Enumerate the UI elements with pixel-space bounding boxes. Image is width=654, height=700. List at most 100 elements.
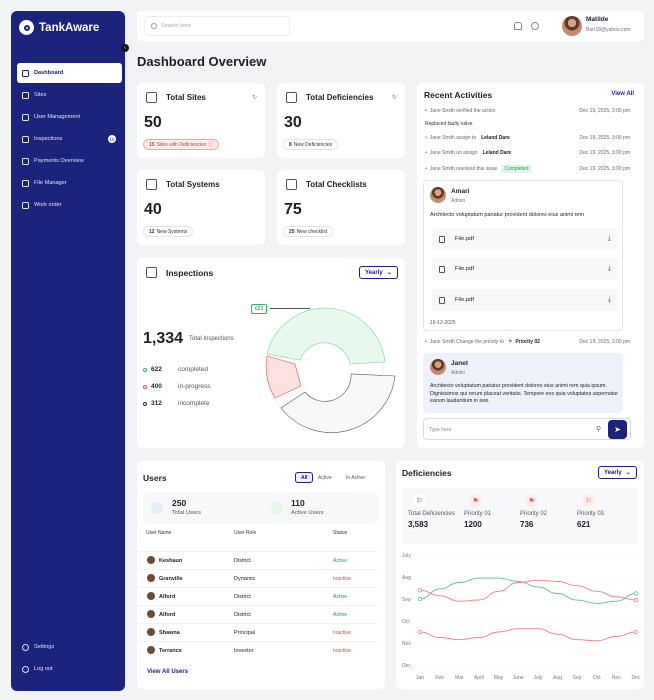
sidebar-item-logout[interactable]: Log out (17, 659, 122, 679)
stat-pill: 15 Sites with Deficiencies ⓘ (143, 139, 220, 150)
inspections-period-select[interactable]: Yearly ⌄ (359, 266, 398, 279)
stat-pill: 12 New Systems (143, 226, 194, 237)
series-line-3 (419, 628, 637, 642)
download-icon: ⤓ (607, 296, 611, 303)
bell-icon[interactable] (514, 22, 522, 30)
donut-segment-completed[interactable] (266, 307, 386, 365)
recent-activities-card: Recent Activities View All • Jane Smith … (417, 83, 644, 448)
activities-view-all[interactable]: View All (611, 91, 634, 97)
file-icon (439, 296, 445, 304)
sidebar-item-payments-overview[interactable]: Payments Overview (17, 151, 122, 171)
y-tick-label: Sep (402, 597, 411, 603)
x-tick-label: Sep (573, 675, 582, 681)
message-card-amari: Amari Admin Architecto voluptatum pariat… (423, 180, 623, 331)
activity-item: • Jane Smith verified the action Dec 19, … (425, 108, 630, 114)
stat-value: 30 (284, 114, 302, 131)
image-icon (439, 265, 445, 273)
flag-icon: ⚑ (469, 494, 482, 507)
sidebar-item-work-order[interactable]: Work order (17, 195, 122, 215)
message-card-janet: Janet Admin Architecto voluptatum pariat… (423, 353, 623, 413)
tooltip-line (270, 308, 310, 309)
stat-card-systems[interactable]: Total Systems 40 12 New Systems (137, 170, 265, 245)
table-row[interactable]: Terrance Investor Inactive (137, 641, 378, 659)
inspections-title: Inspections (166, 268, 214, 278)
flag-icon: ⚑ (525, 494, 538, 507)
view-all-users-link[interactable]: View All Users (147, 669, 189, 675)
stat-pill: 8 New Deficiencies (283, 139, 339, 150)
building-icon (146, 92, 157, 103)
completed-badge: Completed (501, 165, 532, 173)
table-row[interactable]: Shawna Principal Inactive (137, 623, 378, 641)
deficiency-total: ⚐ Total Deficiencies 3,583 (408, 494, 455, 529)
folder-icon (22, 179, 29, 187)
table-row[interactable]: Granville Dynamic Inactive (137, 569, 378, 587)
series-point (633, 597, 639, 603)
sidebar-item-settings[interactable]: Settings (17, 637, 122, 657)
deficiencies-line-chart: July Aug Sep Oct Nov Dec Jan Feb Mar April May June… (402, 553, 641, 681)
brand[interactable]: TankAware (19, 20, 99, 35)
table-row[interactable]: Alford District Active (137, 587, 378, 605)
series-line-1 (419, 577, 637, 604)
users-card: Users All Active In Active 250 Total Use… (137, 461, 385, 689)
flag-icon: ⚐ (582, 494, 595, 507)
file-attachment[interactable]: File.pdf ⤓ (432, 228, 618, 250)
activity-item: • Jane Smith resolved this issue Complete… (425, 165, 630, 173)
avatar (147, 574, 155, 582)
refresh-icon[interactable]: ↻ (251, 95, 257, 101)
search-icon (151, 23, 157, 29)
stat-pill: 25 New checklist (283, 226, 334, 237)
logo-icon (19, 20, 34, 35)
donut-segment-incomplete[interactable] (280, 373, 396, 433)
attach-icon[interactable]: ⚲ (596, 426, 602, 433)
stat-card-deficiencies[interactable]: Total Deficiencies ↻ 30 8 New Deficiencie… (277, 83, 405, 158)
stat-card-checklists[interactable]: Total Checklists 75 25 New checklist (277, 170, 405, 245)
x-tick-label: May (494, 675, 504, 681)
sidebar: TankAware Dashboard Sites User Managemen… (11, 11, 125, 691)
sidebar-item-user-management[interactable]: User Management (17, 107, 122, 127)
table-row[interactable]: Alford District Active (137, 605, 378, 623)
avatar (430, 187, 446, 203)
download-icon: ⤓ (607, 265, 611, 272)
topbar: Search here (137, 11, 644, 41)
tab-active[interactable]: Active (318, 474, 332, 481)
legend-in-progress: 400 in-progress (143, 383, 211, 390)
x-tick-label: July (533, 675, 542, 681)
sidebar-item-file-manager[interactable]: File Manager (17, 173, 122, 193)
user-avatar[interactable] (562, 16, 582, 36)
activity-item: • Jane Smith assign to Leland Dare Dec 19,… (425, 135, 630, 141)
donut-segment-in-progress[interactable] (265, 355, 302, 399)
x-tick-label: April (474, 675, 484, 681)
download-icon: ⤓ (607, 235, 611, 242)
gear-icon[interactable] (531, 22, 539, 30)
inspections-donut (265, 307, 396, 433)
file-attachment[interactable]: File.pdf ⤓ (432, 289, 618, 311)
sidebar-collapse-button[interactable]: ‹ (121, 44, 129, 52)
refresh-icon[interactable]: ↻ (391, 95, 397, 101)
sidebar-item-inspections[interactable]: Inspections 10 (17, 129, 122, 149)
tab-all[interactable]: All (295, 472, 314, 483)
sidebar-item-sites[interactable]: Sites (17, 85, 122, 105)
series-line-2 (419, 579, 637, 602)
avatar (147, 610, 155, 618)
grid-icon (22, 69, 29, 77)
table-row[interactable]: Keshaun District Active (137, 551, 378, 569)
flag-icon: ⚑ (507, 339, 513, 345)
y-tick-label: July (402, 553, 411, 559)
deficiencies-period-select[interactable]: Yearly ⌄ (598, 466, 637, 479)
stat-value: 40 (144, 201, 162, 218)
x-tick-label: Feb (435, 675, 444, 681)
search-input[interactable]: Search here (144, 16, 290, 36)
activities-title: Recent Activities (424, 90, 493, 100)
send-button[interactable]: ➤ (608, 420, 627, 439)
message-input-box[interactable]: Type here ⚲ ➤ (423, 418, 631, 440)
series-point (417, 588, 423, 593)
flag-icon: ⚐ (413, 494, 426, 507)
sidebar-item-dashboard[interactable]: Dashboard (17, 63, 122, 83)
tab-inactive[interactable]: In Active (346, 474, 365, 481)
y-tick-label: Nov (402, 641, 411, 647)
series-point (633, 629, 639, 635)
stat-card-sites[interactable]: Total Sites ↻ 50 15 Sites with Deficienci… (137, 83, 265, 158)
sidebar-bottom: Settings Log out (17, 637, 122, 681)
file-attachment[interactable]: File.pdf ⤓ (432, 258, 618, 280)
inspections-total: 1,334 (143, 330, 184, 347)
